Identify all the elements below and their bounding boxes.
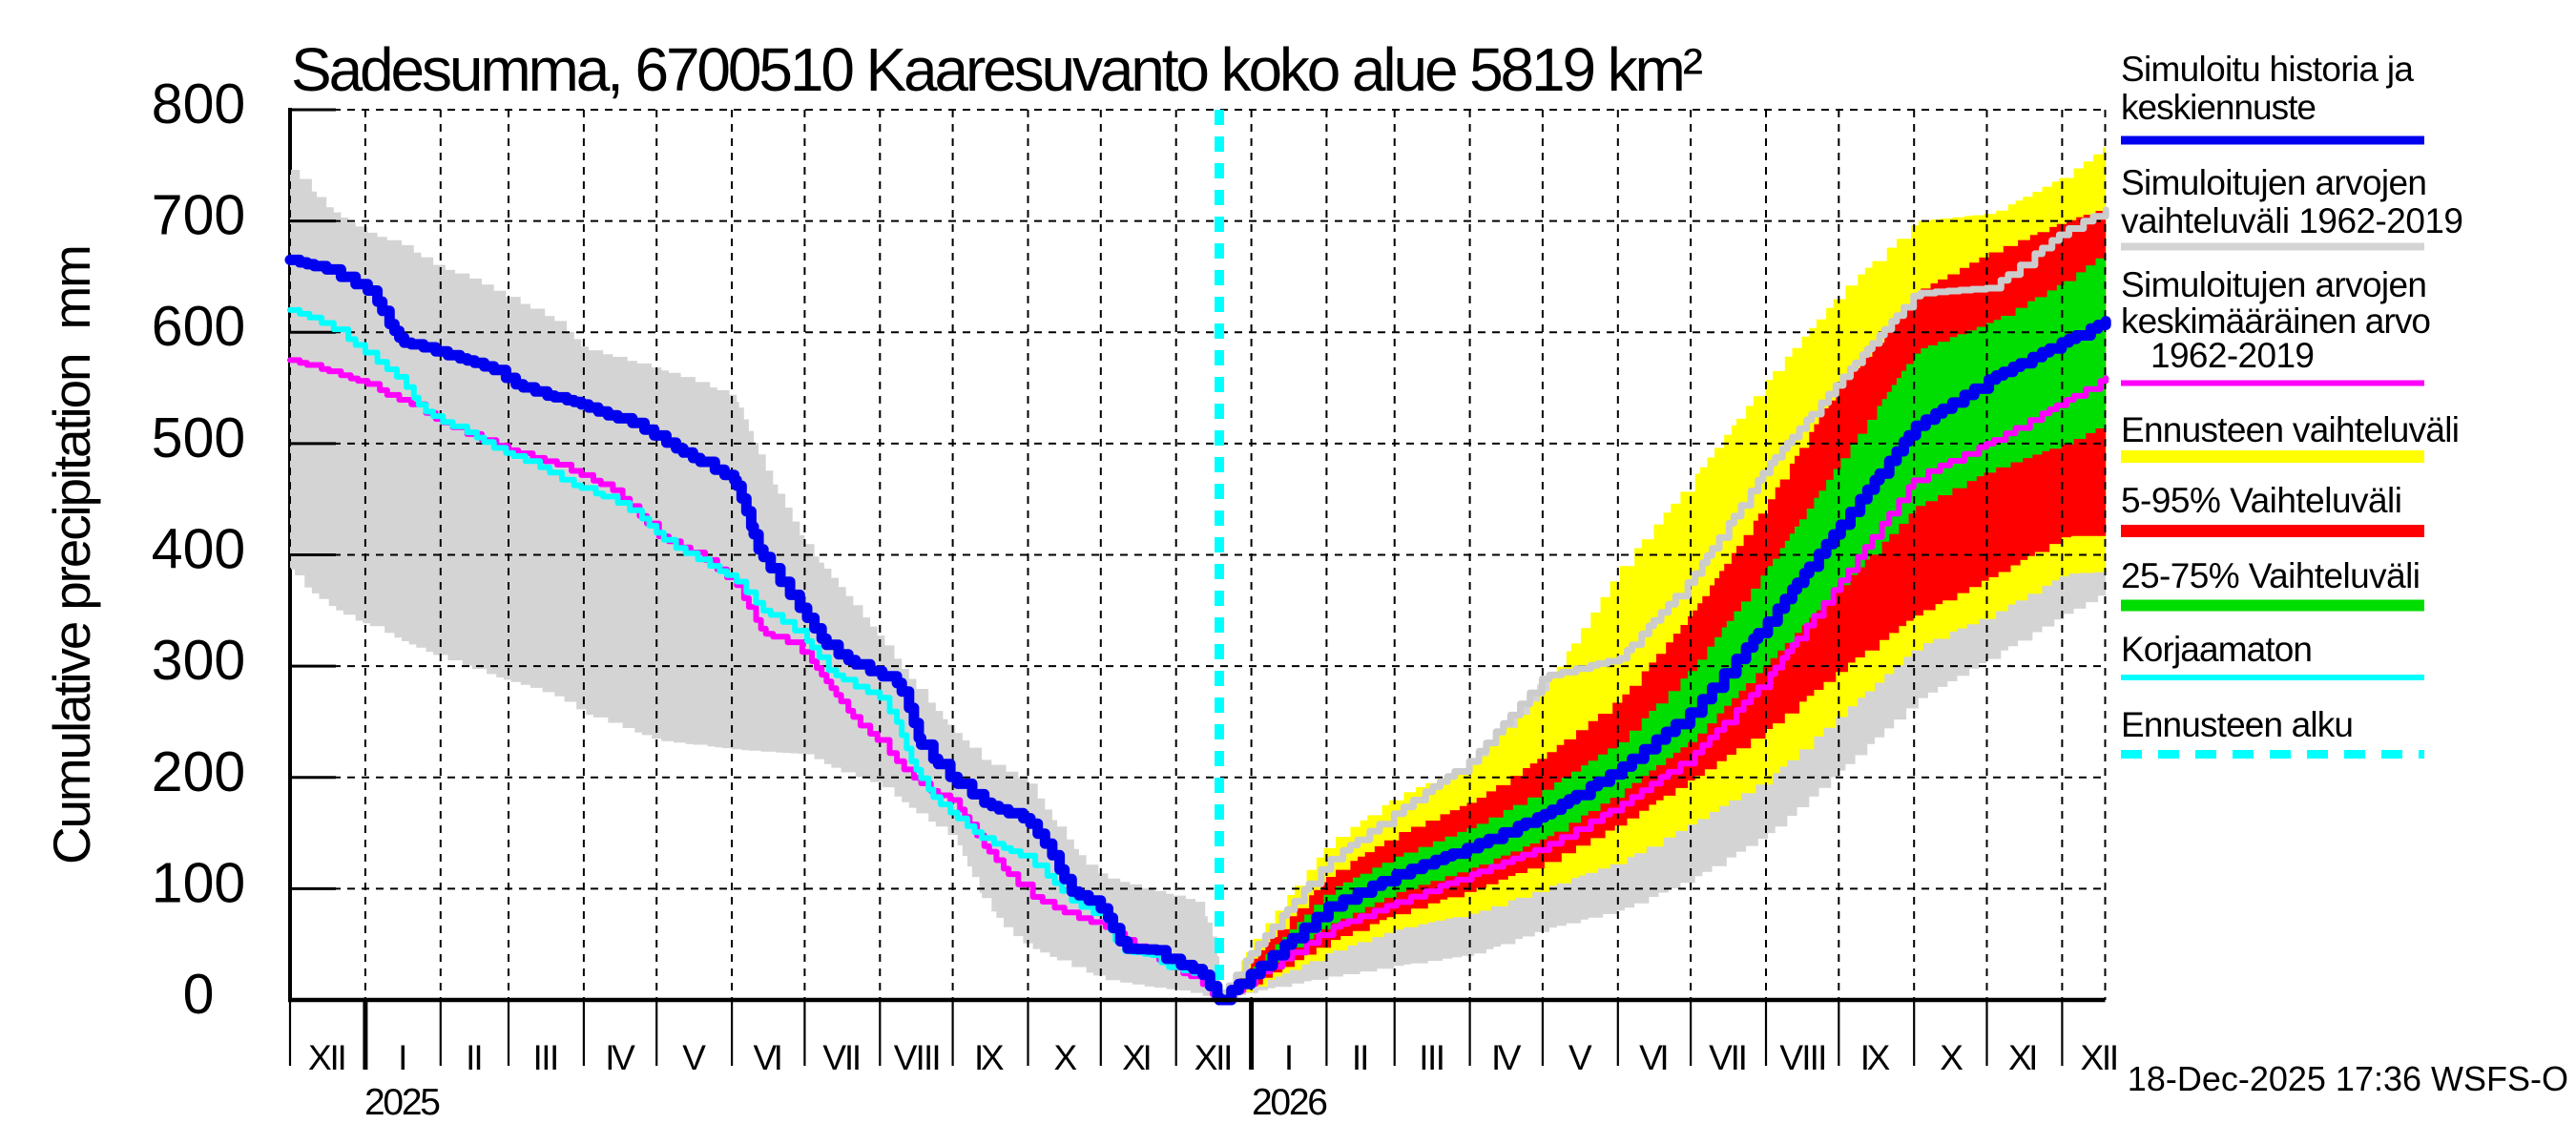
svg-text:IX: IX <box>1860 1038 1891 1077</box>
svg-text:Ennusteen alku: Ennusteen alku <box>2121 705 2354 744</box>
svg-text:VII: VII <box>1709 1038 1748 1077</box>
svg-text:100: 100 <box>152 851 245 914</box>
svg-text:2026: 2026 <box>1252 1082 1328 1123</box>
svg-text:X: X <box>1940 1038 1963 1077</box>
svg-text:200: 200 <box>152 740 245 803</box>
svg-text:0: 0 <box>183 963 215 1026</box>
svg-text:300: 300 <box>152 629 245 692</box>
svg-text:IX: IX <box>974 1038 1005 1077</box>
svg-text:XI: XI <box>1122 1038 1153 1077</box>
svg-text:XII: XII <box>2080 1038 2119 1077</box>
svg-text:Ennusteen vaihteluväli: Ennusteen vaihteluväli <box>2121 410 2460 449</box>
svg-text:VI: VI <box>753 1038 783 1077</box>
svg-text:500: 500 <box>152 406 245 469</box>
svg-text:II: II <box>466 1038 484 1077</box>
svg-text:I: I <box>1284 1038 1294 1077</box>
svg-text:5-95% Vaihteluväli: 5-95% Vaihteluväli <box>2121 481 2402 520</box>
svg-text:III: III <box>533 1038 560 1077</box>
svg-text:IV: IV <box>605 1038 635 1077</box>
svg-text:600: 600 <box>152 295 245 358</box>
svg-text:XII: XII <box>1195 1038 1234 1077</box>
svg-text:25-75% Vaihteluväli: 25-75% Vaihteluväli <box>2121 556 2420 595</box>
svg-text:V: V <box>682 1038 706 1077</box>
svg-text:I: I <box>398 1038 407 1077</box>
svg-text:Simuloitujen arvojen: Simuloitujen arvojen <box>2121 265 2427 304</box>
svg-text:IV: IV <box>1491 1038 1522 1077</box>
svg-text:XII: XII <box>308 1038 347 1077</box>
svg-text:Simuloitu historia ja: Simuloitu historia ja <box>2121 50 2414 89</box>
svg-text:X: X <box>1054 1038 1078 1077</box>
svg-text:VIII: VIII <box>1779 1038 1827 1077</box>
svg-text:V: V <box>1568 1038 1592 1077</box>
svg-text:keskimääräinen arvo: keskimääräinen arvo <box>2121 302 2431 341</box>
svg-text:Sadesumma, 6700510 Kaaresuvant: Sadesumma, 6700510 Kaaresuvanto koko alu… <box>291 35 1703 104</box>
svg-text:vaihteluväli 1962-2019: vaihteluväli 1962-2019 <box>2121 201 2463 240</box>
svg-text:Cumulative precipitation mm: Cumulative precipitation mm <box>42 244 101 864</box>
svg-text:Korjaamaton: Korjaamaton <box>2121 630 2313 669</box>
svg-text:2025: 2025 <box>364 1082 441 1123</box>
svg-text:400: 400 <box>152 518 245 581</box>
svg-text:VII: VII <box>822 1038 862 1077</box>
svg-text:II: II <box>1352 1038 1370 1077</box>
svg-text:VIII: VIII <box>894 1038 942 1077</box>
svg-text:800: 800 <box>152 73 245 135</box>
svg-text:700: 700 <box>152 184 245 247</box>
svg-text:keskiennuste: keskiennuste <box>2121 88 2316 127</box>
svg-text:1962-2019: 1962-2019 <box>2150 336 2315 375</box>
svg-text:VI: VI <box>1639 1038 1670 1077</box>
svg-text:18-Dec-2025 17:36 WSFS-O: 18-Dec-2025 17:36 WSFS-O <box>2128 1059 2568 1098</box>
svg-text:Simuloitujen arvojen: Simuloitujen arvojen <box>2121 163 2427 202</box>
svg-text:III: III <box>1419 1038 1445 1077</box>
svg-text:XI: XI <box>2008 1038 2039 1077</box>
